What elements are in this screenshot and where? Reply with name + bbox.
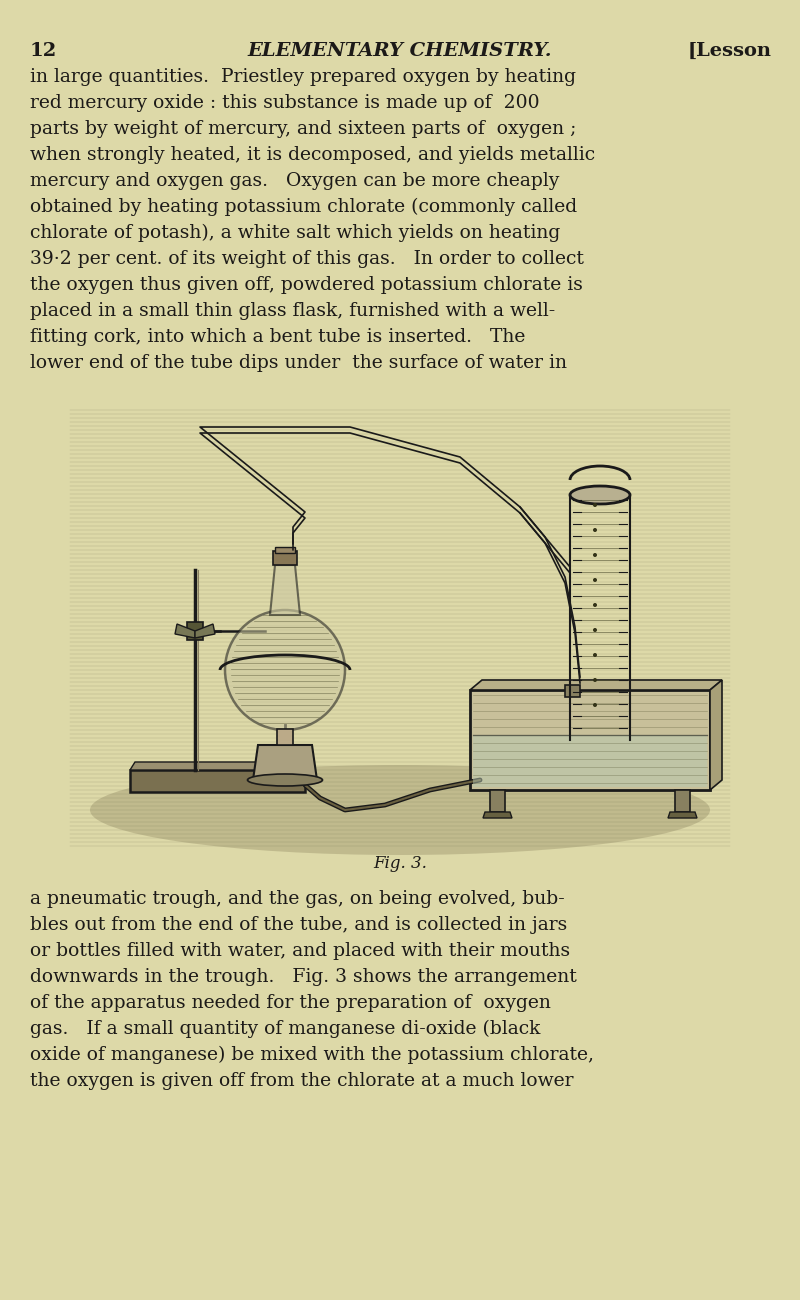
FancyBboxPatch shape <box>187 621 203 640</box>
Polygon shape <box>130 762 310 770</box>
Text: 12: 12 <box>30 42 58 60</box>
Ellipse shape <box>570 486 630 504</box>
Ellipse shape <box>247 774 322 786</box>
Polygon shape <box>270 566 300 615</box>
Polygon shape <box>253 745 317 780</box>
FancyBboxPatch shape <box>470 690 710 790</box>
FancyBboxPatch shape <box>273 551 297 566</box>
Text: [Lesson: [Lesson <box>688 42 772 60</box>
Text: Fig. 3.: Fig. 3. <box>373 855 427 872</box>
FancyBboxPatch shape <box>275 547 295 552</box>
Text: the oxygen thus given off, powdered potassium chlorate is: the oxygen thus given off, powdered pota… <box>30 276 583 294</box>
Circle shape <box>593 603 597 607</box>
Circle shape <box>593 503 597 507</box>
Circle shape <box>593 578 597 582</box>
Circle shape <box>593 628 597 632</box>
Text: 39·2 per cent. of its weight of this gas.   In order to collect: 39·2 per cent. of its weight of this gas… <box>30 250 584 268</box>
Circle shape <box>593 552 597 556</box>
Circle shape <box>593 703 597 707</box>
Text: mercury and oxygen gas.   Oxygen can be more cheaply: mercury and oxygen gas. Oxygen can be mo… <box>30 172 559 190</box>
Polygon shape <box>668 812 697 818</box>
Circle shape <box>593 653 597 656</box>
Text: in large quantities.  Priestley prepared oxygen by heating: in large quantities. Priestley prepared … <box>30 68 576 86</box>
Text: placed in a small thin glass flask, furnished with a well-: placed in a small thin glass flask, furn… <box>30 302 555 320</box>
FancyBboxPatch shape <box>490 790 505 812</box>
Circle shape <box>593 679 597 682</box>
Text: red mercury oxide : this substance is made up of  200: red mercury oxide : this substance is ma… <box>30 94 540 112</box>
Text: a pneumatic trough, and the gas, on being evolved, bub-: a pneumatic trough, and the gas, on bein… <box>30 891 565 907</box>
Polygon shape <box>195 624 215 638</box>
FancyBboxPatch shape <box>277 729 293 745</box>
Text: lower end of the tube dips under  the surface of water in: lower end of the tube dips under the sur… <box>30 354 567 372</box>
Circle shape <box>593 528 597 532</box>
Text: or bottles filled with water, and placed with their mouths: or bottles filled with water, and placed… <box>30 942 570 959</box>
Text: parts by weight of mercury, and sixteen parts of  oxygen ;: parts by weight of mercury, and sixteen … <box>30 120 576 138</box>
Text: fitting cork, into which a bent tube is inserted.   The: fitting cork, into which a bent tube is … <box>30 328 526 346</box>
Text: downwards in the trough.   Fig. 3 shows the arrangement: downwards in the trough. Fig. 3 shows th… <box>30 968 577 985</box>
Text: of the apparatus needed for the preparation of  oxygen: of the apparatus needed for the preparat… <box>30 994 551 1011</box>
Text: ELEMENTARY CHEMISTRY.: ELEMENTARY CHEMISTRY. <box>248 42 552 60</box>
Text: gas.   If a small quantity of manganese di-oxide (black: gas. If a small quantity of manganese di… <box>30 1020 540 1039</box>
Text: bles out from the end of the tube, and is collected in jars: bles out from the end of the tube, and i… <box>30 916 567 933</box>
FancyBboxPatch shape <box>473 734 707 786</box>
Ellipse shape <box>90 764 710 855</box>
Text: the oxygen is given off from the chlorate at a much lower: the oxygen is given off from the chlorat… <box>30 1072 574 1089</box>
Text: oxide of manganese) be mixed with the potassium chlorate,: oxide of manganese) be mixed with the po… <box>30 1046 594 1065</box>
Text: chlorate of potash), a white salt which yields on heating: chlorate of potash), a white salt which … <box>30 224 560 242</box>
Polygon shape <box>470 680 722 690</box>
Text: obtained by heating potassium chlorate (commonly called: obtained by heating potassium chlorate (… <box>30 198 577 216</box>
Polygon shape <box>483 812 512 818</box>
Polygon shape <box>175 624 195 638</box>
FancyBboxPatch shape <box>565 685 580 697</box>
Circle shape <box>225 610 345 731</box>
FancyBboxPatch shape <box>130 770 305 792</box>
FancyBboxPatch shape <box>675 790 690 812</box>
Polygon shape <box>710 680 722 790</box>
Text: when strongly heated, it is decomposed, and yields metallic: when strongly heated, it is decomposed, … <box>30 146 595 164</box>
